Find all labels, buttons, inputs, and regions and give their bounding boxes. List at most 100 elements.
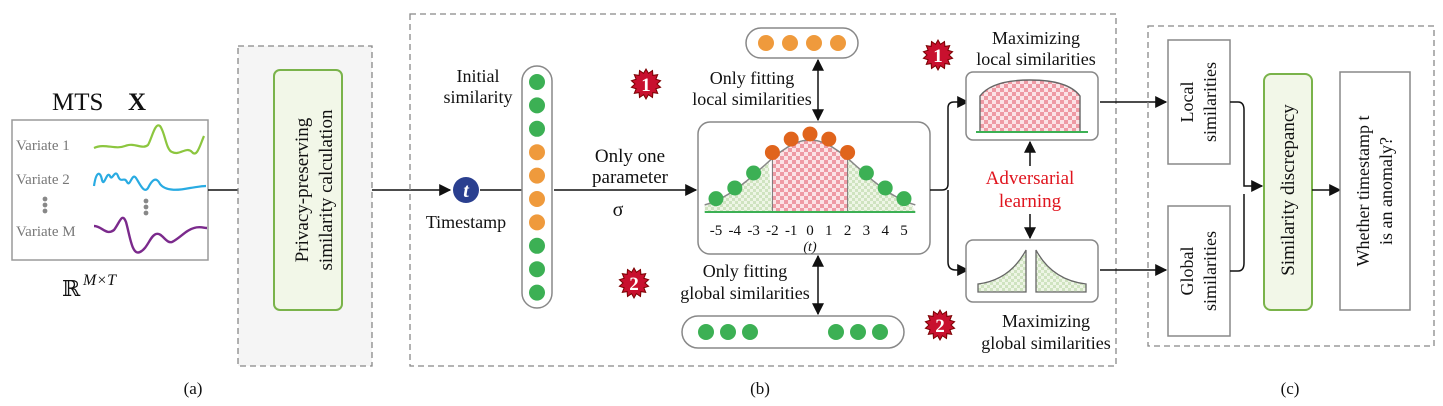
fit-local-line-2: local similarities xyxy=(692,89,811,109)
vector-dot xyxy=(529,261,545,278)
x-symbol: X xyxy=(128,89,146,116)
fit-dot-global xyxy=(727,180,743,196)
arrow-global-to-discrepancy xyxy=(1230,194,1245,272)
variate-2-series xyxy=(92,172,207,191)
fit-dot-local xyxy=(802,126,818,142)
variate-1-series xyxy=(93,124,206,155)
privacy-box xyxy=(273,69,343,311)
local-similarity-pill xyxy=(745,27,859,59)
badge-1-icon: 1 xyxy=(630,67,662,101)
vector-dot xyxy=(529,214,545,231)
caption-c: (c) xyxy=(1281,379,1300,398)
badge-3-icon: 1 xyxy=(922,38,954,72)
vector-dot xyxy=(529,144,545,161)
global-similarity-pill xyxy=(681,315,905,349)
vector-dot xyxy=(529,237,545,254)
fit-dot-global xyxy=(746,165,762,181)
fitting-chart: -5 -4 -3 -2 -1 0 1 2 3 4 5 (t) xyxy=(704,126,916,255)
axis-tick-label: 0 xyxy=(806,223,814,239)
fit-global-line-1: Only fitting xyxy=(703,261,788,281)
adversarial-line-1: Adversarial xyxy=(986,168,1075,189)
space-superscript: M×T xyxy=(82,272,117,289)
ellipsis-dots-left xyxy=(42,196,48,214)
axis-tick-label: 3 xyxy=(863,223,871,239)
privacy-line-1: Privacy-preserving xyxy=(292,117,313,262)
fit-dot-global xyxy=(858,165,874,181)
svg-text:1: 1 xyxy=(933,46,943,67)
anomaly-question-box xyxy=(1339,71,1411,311)
fit-dot-local xyxy=(840,144,856,160)
arrow-local-to-discrepancy xyxy=(1230,101,1264,192)
local-sim-line-1: Local xyxy=(1177,82,1197,123)
variate-m-label: Variate M xyxy=(16,224,76,240)
max-local-line-1: Maximizing xyxy=(992,28,1080,48)
global-similarity-dots xyxy=(698,324,888,340)
arrow-fit-to-global-max xyxy=(947,190,970,276)
max-global-box xyxy=(965,239,1099,303)
svg-text:2: 2 xyxy=(935,316,945,337)
timestamp-label: Timestamp xyxy=(426,212,506,232)
global-sim-line-1: Global xyxy=(1177,247,1197,296)
vector-dot xyxy=(529,74,545,90)
vector-dot xyxy=(529,97,545,114)
local-similarity-dots xyxy=(758,35,846,51)
fit-global-line-2: global similarities xyxy=(680,283,809,303)
axis-tick-label: 1 xyxy=(825,223,833,239)
timestamp-symbol: t xyxy=(463,180,470,202)
axis-tick-label: -2 xyxy=(766,223,779,239)
panel-b-dashed-frame xyxy=(409,13,1117,367)
vector-dot xyxy=(529,284,545,301)
similarity-discrepancy-box xyxy=(1263,73,1313,311)
panel-c-dashed-frame xyxy=(1147,25,1435,347)
discrepancy-label: Similarity discrepancy xyxy=(1278,104,1299,276)
max-local-shape xyxy=(979,79,1081,133)
question-line-2: is an anomaly? xyxy=(1376,137,1396,245)
axis-tick-label: 5 xyxy=(900,223,908,239)
local-sim-line-2: similarities xyxy=(1200,62,1220,142)
axis-tick-label: -1 xyxy=(785,223,798,239)
fit-dot-local xyxy=(783,131,799,147)
axis-tick-label: 4 xyxy=(881,223,889,239)
axis-tick-label: -4 xyxy=(729,223,742,239)
privacy-line-2: similarity calculation xyxy=(316,109,337,270)
svg-text:1: 1 xyxy=(641,75,651,96)
question-line-1: Whether timestamp t xyxy=(1353,116,1373,267)
arrow-fit-to-local-max xyxy=(930,96,970,191)
adversarial-line-2: learning xyxy=(999,191,1062,212)
fit-dot-global xyxy=(896,191,912,207)
initial-similarity-line-2: similarity xyxy=(444,87,513,107)
max-global-line-1: Maximizing xyxy=(1002,311,1090,331)
global-similarities-box xyxy=(1167,205,1231,337)
ellipsis-dots-right xyxy=(143,198,149,216)
global-sim-line-2: similarities xyxy=(1200,231,1220,311)
badge-2-icon: 2 xyxy=(618,266,650,300)
variate-m-series xyxy=(93,216,208,254)
badge-4-icon: 2 xyxy=(924,308,956,342)
caption-a: (a) xyxy=(184,379,203,398)
max-global-right-shape xyxy=(1035,249,1087,293)
fit-local-line-1: Only fitting xyxy=(710,68,795,88)
mts-label: MTS xyxy=(52,89,103,116)
max-global-line-2: global similarities xyxy=(981,333,1110,353)
param-line-2: parameter xyxy=(592,167,669,188)
caption-b: (b) xyxy=(750,379,770,398)
fit-dot-global xyxy=(877,180,893,196)
vector-dot xyxy=(529,191,545,207)
timestamp-icon xyxy=(453,177,479,203)
variate-1-label: Variate 1 xyxy=(16,138,70,154)
local-region xyxy=(771,139,849,213)
axis-label: (t) xyxy=(803,240,817,255)
sigma-symbol: σ xyxy=(613,199,624,221)
fit-dot-local xyxy=(764,144,780,160)
param-line-1: Only one xyxy=(595,146,665,167)
max-global-left-shape xyxy=(977,249,1027,293)
space-symbol: ℝ xyxy=(62,276,81,301)
local-similarities-box xyxy=(1167,39,1231,165)
axis-tick-label: -5 xyxy=(710,223,723,239)
axis-tick-label: -3 xyxy=(747,223,760,239)
svg-text:2: 2 xyxy=(629,274,639,295)
variate-2-label: Variate 2 xyxy=(16,172,70,188)
axis-tick-label: 2 xyxy=(844,223,852,239)
